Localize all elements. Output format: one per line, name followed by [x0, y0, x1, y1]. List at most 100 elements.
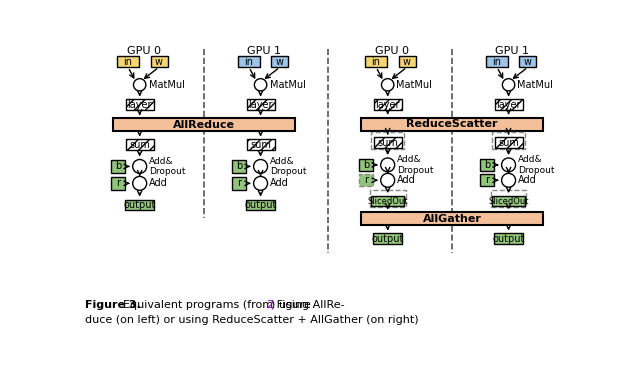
Bar — [232, 160, 246, 173]
Text: sum: sum — [377, 138, 398, 148]
Circle shape — [381, 158, 395, 172]
Bar — [271, 56, 289, 67]
Bar — [246, 100, 275, 110]
Bar — [359, 174, 373, 186]
Bar — [360, 212, 543, 225]
Text: r: r — [116, 178, 120, 188]
Text: output: output — [371, 234, 404, 244]
Text: w: w — [524, 57, 532, 67]
Bar — [520, 56, 536, 67]
Bar — [370, 190, 406, 207]
Bar — [246, 140, 275, 150]
Text: w: w — [403, 57, 411, 67]
Text: Add: Add — [518, 175, 536, 185]
Bar — [374, 137, 402, 148]
Text: Add: Add — [397, 175, 416, 185]
Text: Add: Add — [149, 178, 168, 188]
Text: 2: 2 — [266, 300, 273, 310]
Circle shape — [132, 176, 147, 190]
Circle shape — [502, 173, 516, 187]
Text: Add&
Dropout: Add& Dropout — [397, 155, 433, 175]
Bar — [494, 233, 524, 244]
Text: GPU 0: GPU 0 — [127, 46, 161, 56]
Text: layer: layer — [497, 100, 521, 110]
Bar — [492, 196, 525, 206]
Bar — [246, 200, 275, 210]
Bar — [480, 174, 494, 186]
Bar — [371, 196, 404, 206]
Text: MatMul: MatMul — [270, 80, 306, 90]
Text: w: w — [276, 57, 284, 67]
Bar — [150, 56, 168, 67]
Text: b: b — [236, 162, 242, 172]
Text: sum: sum — [250, 140, 271, 150]
Circle shape — [253, 176, 268, 190]
Bar — [238, 56, 260, 67]
Text: Add: Add — [270, 178, 289, 188]
Text: in: in — [124, 57, 132, 67]
Bar — [492, 132, 525, 149]
Text: ReduceScatter: ReduceScatter — [406, 119, 498, 129]
Bar — [373, 233, 403, 244]
Text: in: in — [244, 57, 253, 67]
Text: GPU 1: GPU 1 — [495, 46, 529, 56]
Text: output: output — [124, 200, 156, 210]
Text: MatMul: MatMul — [396, 80, 432, 90]
Bar — [111, 177, 125, 189]
Text: AllReduce: AllReduce — [173, 120, 235, 130]
Text: b: b — [363, 160, 369, 170]
Text: duce (on left) or using ReduceScatter + AllGather (on right): duce (on left) or using ReduceScatter + … — [84, 315, 419, 325]
Circle shape — [381, 79, 394, 91]
Text: MatMul: MatMul — [517, 80, 553, 90]
Bar — [399, 56, 415, 67]
Text: r: r — [364, 175, 368, 185]
Text: r: r — [237, 178, 241, 188]
Bar — [117, 56, 139, 67]
Text: Figure 3.: Figure 3. — [84, 300, 140, 310]
Text: Add&
Dropout: Add& Dropout — [149, 157, 186, 176]
Text: b: b — [484, 160, 490, 170]
Text: w: w — [155, 57, 163, 67]
Text: output: output — [244, 200, 276, 210]
Bar — [371, 132, 404, 149]
Bar — [359, 159, 373, 171]
Bar — [125, 140, 154, 150]
Text: GPU 1: GPU 1 — [248, 46, 282, 56]
Bar — [480, 159, 494, 171]
Text: in: in — [372, 57, 381, 67]
Text: b: b — [115, 162, 121, 172]
Text: layer: layer — [248, 100, 273, 110]
Circle shape — [132, 160, 147, 173]
Text: sum: sum — [498, 138, 519, 148]
Text: AllGather: AllGather — [422, 214, 481, 224]
Circle shape — [134, 79, 146, 91]
Text: SlicedOut: SlicedOut — [367, 197, 408, 206]
Bar — [125, 200, 154, 210]
Circle shape — [502, 158, 516, 172]
Bar — [486, 56, 508, 67]
Bar — [113, 118, 296, 131]
Bar — [495, 137, 522, 148]
Text: ) using AllRe-: ) using AllRe- — [271, 300, 345, 310]
Text: in: in — [492, 57, 502, 67]
Bar — [360, 117, 543, 131]
Text: Add&
Dropout: Add& Dropout — [270, 157, 307, 176]
Text: layer: layer — [376, 100, 400, 110]
Bar — [491, 190, 526, 207]
Bar — [365, 56, 387, 67]
Text: Equivalent programs (from Figure: Equivalent programs (from Figure — [123, 300, 314, 310]
Circle shape — [381, 173, 395, 187]
Text: layer: layer — [127, 100, 152, 110]
Bar — [495, 100, 522, 110]
Bar — [232, 177, 246, 189]
Text: GPU 0: GPU 0 — [374, 46, 408, 56]
Circle shape — [254, 79, 267, 91]
Circle shape — [502, 79, 515, 91]
Text: Add&
Dropout: Add& Dropout — [518, 155, 554, 175]
Text: output: output — [492, 234, 525, 244]
Text: sum: sum — [129, 140, 150, 150]
Text: MatMul: MatMul — [149, 80, 185, 90]
Bar — [111, 160, 125, 173]
Text: SlicedOut: SlicedOut — [488, 197, 529, 206]
Bar — [374, 100, 402, 110]
